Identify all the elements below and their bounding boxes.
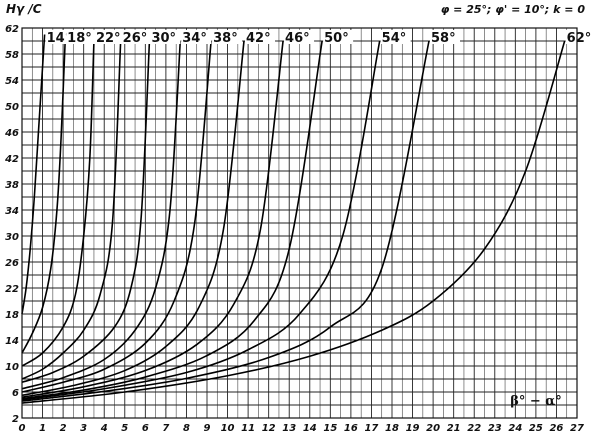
series-curve-14deg [21, 34, 46, 315]
series-curve-26deg [21, 40, 122, 380]
series-curve-62deg [21, 40, 566, 404]
x-tick-label: 10 [221, 423, 235, 434]
x-tick-label: 4 [100, 423, 108, 434]
y-tick-label: 38 [5, 180, 19, 191]
y-tick-label: 26 [5, 258, 19, 269]
curve-label-backing [380, 30, 411, 44]
curve-label-30deg: 30° [151, 31, 176, 46]
tick-labels: 0 1 2 3 4 5 6 7 8 9 10 11 12 13 14 15 16 17 18 19 20 21 22 23 24… [4, 24, 584, 434]
curve-label-backing [430, 30, 460, 44]
series-curve-42deg [21, 40, 245, 397]
y-tick-label: 22 [5, 284, 19, 295]
curve-label-backing [565, 30, 591, 44]
x-tick-label: 2 [60, 423, 67, 434]
x-tick-label: 17 [364, 423, 378, 434]
curve-label-62deg: 62° [567, 31, 591, 46]
grid [21, 27, 578, 419]
curve-label-50deg: 50° [324, 31, 349, 46]
curve-label-18deg: 18° [67, 31, 92, 46]
x-tick-label: 18 [385, 423, 399, 434]
series-curve-22deg [21, 40, 95, 367]
curve-label-22deg: 22° [96, 31, 121, 46]
y-tick-label: 62 [5, 24, 19, 35]
parameters-label: φ = 25°; φ' = 10°; k = 0 [441, 3, 586, 16]
y-tick-label: 50 [5, 102, 19, 113]
plot-frame [21, 27, 578, 419]
curve-label-38deg: 38° [213, 31, 238, 46]
x-tick-label: 8 [183, 423, 190, 434]
y-tick-label: 10 [5, 362, 19, 373]
x-tick-label: 9 [204, 423, 211, 434]
series-curve-58deg [21, 40, 430, 402]
curve-label-46deg: 46° [285, 31, 310, 46]
y-tick-label: 46 [4, 128, 19, 139]
series-curve-30deg [21, 40, 151, 384]
x-axis-label: β° − α° [510, 394, 562, 409]
y-tick-label: 6 [12, 388, 19, 399]
curve-label-backing [94, 30, 125, 44]
x-tick-label: 3 [80, 423, 87, 434]
curve-label-backing [323, 30, 354, 44]
x-tick-label: 23 [488, 423, 502, 434]
x-tick-label: 0 [19, 423, 26, 434]
x-tick-label: 24 [508, 423, 522, 434]
curve-label-backing [181, 30, 212, 44]
curve-labels: 14°18° 22° 26° 30° 34° 38° 42° 46° 50° 54° 58° 62° [45, 30, 591, 46]
x-tick-label: 1 [39, 423, 46, 434]
x-tick-label: 27 [570, 423, 584, 434]
curve-label-42deg: 42° [246, 31, 271, 46]
x-tick-label: 14 [303, 423, 317, 434]
series-curve-34deg [21, 40, 182, 390]
curve-label-backing [121, 30, 152, 44]
curve-label-backing [245, 30, 275, 44]
y-tick-label: 42 [4, 154, 19, 165]
x-tick-label: 19 [406, 423, 420, 434]
x-tick-label: 16 [344, 423, 358, 434]
curve-label-backing [66, 30, 97, 44]
x-tick-label: 15 [323, 423, 337, 434]
curve-label-14deg: 14° [47, 31, 72, 46]
y-tick-label: 34 [5, 206, 19, 217]
x-tick-label: 21 [447, 423, 461, 434]
curve-label-54deg: 54° [382, 31, 407, 46]
y-tick-label: 54 [5, 76, 19, 87]
y-axis-label: Hγ /C [6, 2, 42, 16]
y-tick-label: 30 [5, 232, 19, 243]
y-tick-label: 58 [5, 50, 19, 61]
x-tick-label: 13 [282, 423, 296, 434]
curve-label-backing [284, 30, 315, 44]
curve-label-34deg: 34° [182, 31, 207, 46]
x-tick-label: 7 [162, 423, 169, 434]
x-tick-label: 6 [142, 423, 149, 434]
x-tick-label: 12 [262, 423, 276, 434]
series-curve-46deg [21, 40, 284, 398]
y-tick-label: 14 [5, 336, 19, 347]
series-curve-54deg [21, 40, 381, 401]
x-tick-label: 22 [467, 423, 481, 434]
x-tick-label: 11 [241, 423, 255, 434]
x-tick-label: 5 [121, 423, 128, 434]
y-tick-label: 2 [12, 414, 19, 425]
series-curve-50deg [21, 40, 323, 400]
curves [21, 34, 566, 404]
x-tick-label: 26 [549, 423, 563, 434]
series-curve-38deg [21, 40, 212, 393]
curve-label-backing [212, 30, 243, 44]
y-tick-label: 18 [5, 310, 19, 321]
series-curve-18deg [21, 40, 66, 354]
curve-label-backing [150, 30, 181, 44]
x-tick-label: 20 [426, 423, 440, 434]
curve-label-58deg: 58° [431, 31, 456, 46]
x-tick-label: 25 [529, 423, 543, 434]
curve-label-26deg: 26° [123, 31, 148, 46]
